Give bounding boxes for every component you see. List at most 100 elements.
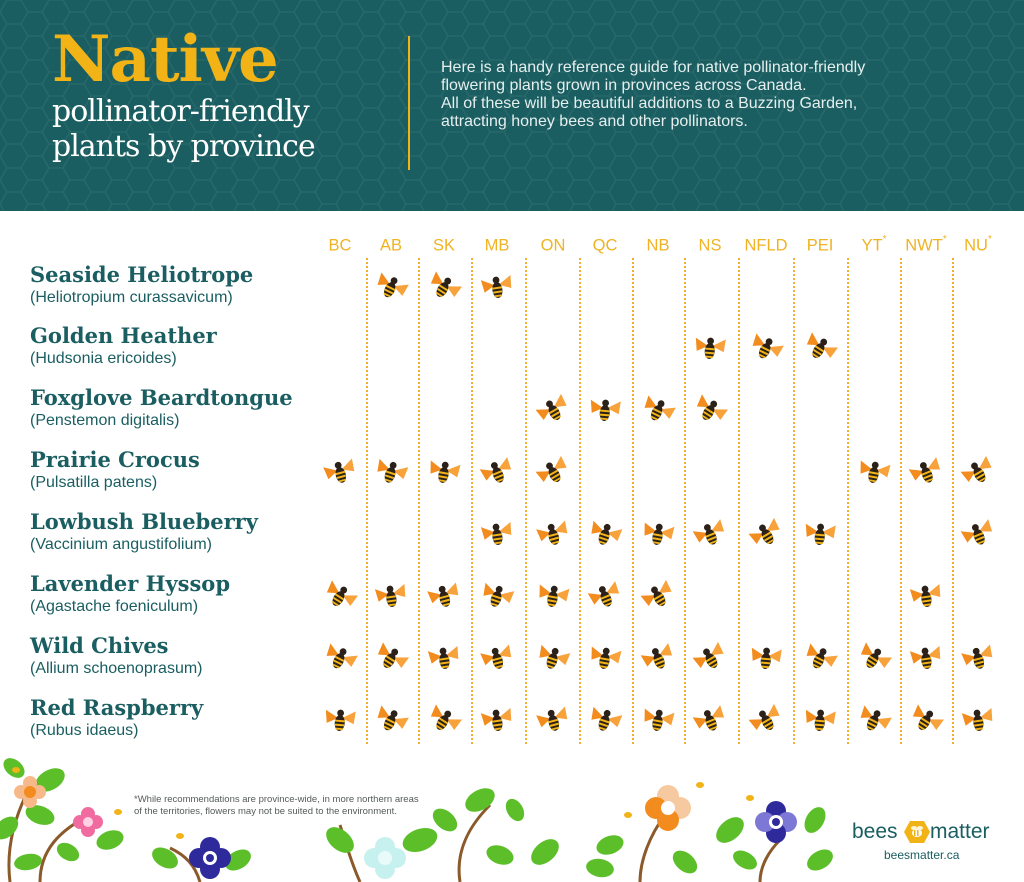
column-divider xyxy=(793,258,795,744)
honey-bee-icon xyxy=(591,520,623,545)
column-divider xyxy=(418,258,420,744)
honey-bee-icon xyxy=(748,703,780,731)
garden-decoration xyxy=(0,758,833,882)
honey-bee-icon xyxy=(806,643,838,669)
footnote: *While recommendations are province-wide… xyxy=(134,794,464,818)
honey-bee-icon xyxy=(535,393,567,421)
honey-bee-icon xyxy=(430,460,461,483)
honey-bee-icon xyxy=(960,455,992,483)
title-subtitle-line: pollinator-friendly xyxy=(52,94,310,129)
footnote-line: *While recommendations are province-wide… xyxy=(134,794,419,805)
plant-latin-name: (Heliotropium curassavicum) xyxy=(30,289,233,306)
intro-line: attracting honey bees and other pollinat… xyxy=(441,113,748,130)
province-code: BC xyxy=(328,236,352,255)
province-code: NS xyxy=(698,236,722,255)
honey-bee-icon xyxy=(590,399,621,421)
honey-bee-icon xyxy=(591,646,622,669)
header-banner: Native pollinator-friendly plants by pro… xyxy=(0,0,1024,211)
honey-bee-icon xyxy=(909,584,941,607)
plant-latin-name: (Pulsatilla patens) xyxy=(30,474,158,491)
honey-bee-icon xyxy=(430,271,463,298)
honey-bee-icon xyxy=(480,644,512,669)
column-header-nb: NB xyxy=(632,232,684,256)
honey-bee-icon xyxy=(377,705,409,731)
plant-name: Wild Chives xyxy=(30,633,169,658)
honey-bee-icon xyxy=(483,582,515,607)
honey-bee-icon xyxy=(692,641,724,669)
column-divider xyxy=(684,258,686,744)
honey-bee-icon xyxy=(430,704,463,731)
honey-bee-icon xyxy=(860,705,892,731)
logo-word-matter: matter xyxy=(930,820,990,843)
honey-bee-icon xyxy=(326,580,359,607)
honey-bee-icon xyxy=(374,584,406,607)
honey-bee-icon xyxy=(377,272,409,298)
plant-latin-name: (Agastache foeniculum) xyxy=(30,598,199,615)
column-divider xyxy=(738,258,740,744)
plant-name: Lowbush Blueberry xyxy=(30,509,258,534)
province-code: AB xyxy=(379,236,402,255)
honey-bee-icon xyxy=(748,517,780,545)
plant-name: Golden Heather xyxy=(30,323,217,348)
honey-bee-icon xyxy=(961,644,993,669)
column-header-yt: YT* xyxy=(848,232,900,256)
column-header-bc: BC xyxy=(314,232,366,256)
honey-bee-icon xyxy=(535,455,567,483)
column-divider xyxy=(525,258,527,744)
province-code: PEI xyxy=(806,236,834,255)
plant-name: Lavender Hyssop xyxy=(30,571,231,596)
title-subtitle: pollinator-friendly plants by province xyxy=(52,94,392,164)
honey-bee-icon xyxy=(960,519,993,545)
logo-url: beesmatter.ca xyxy=(884,848,960,862)
honey-bee-icon xyxy=(377,458,409,483)
honey-bee-icon xyxy=(427,582,459,607)
plant-name: Red Raspberry xyxy=(30,695,204,720)
column-divider xyxy=(366,258,368,744)
honey-bee-icon xyxy=(860,460,891,483)
honey-bee-icon xyxy=(908,457,941,483)
plant-name: Seaside Heliotrope xyxy=(30,262,254,287)
honey-bee-icon xyxy=(323,458,355,483)
column-divider xyxy=(471,258,473,744)
honey-bee-icon xyxy=(325,709,356,731)
honey-bee-icon xyxy=(640,643,673,669)
column-divider xyxy=(900,258,902,744)
leaf-icon xyxy=(0,758,833,882)
column-header-nfld: NFLD xyxy=(740,232,792,256)
small-bee-icon xyxy=(12,767,754,839)
honey-bee-icon xyxy=(644,708,675,731)
province-code: NB xyxy=(646,236,670,255)
honey-bee-icon xyxy=(805,709,836,731)
column-header-mb: MB xyxy=(471,232,523,256)
logo-word-bees: bees xyxy=(852,820,898,843)
column-header-ab: AB xyxy=(365,232,417,256)
honey-bee-icon xyxy=(591,706,623,731)
intro-text: Here is a handy reference guide for nati… xyxy=(441,59,1001,131)
column-header-ns: NS xyxy=(684,232,736,256)
honey-bee-icon xyxy=(961,708,993,731)
honey-bee-icon xyxy=(644,522,675,545)
honey-bee-icon xyxy=(909,646,941,669)
honey-bee-icon xyxy=(539,644,571,669)
footnote-line: of the territories, flowers may not be s… xyxy=(134,806,397,817)
column-divider xyxy=(847,258,849,744)
column-divider xyxy=(632,258,634,744)
province-code: ON xyxy=(540,236,566,255)
province-code: NWT xyxy=(905,236,943,255)
honey-bee-icon xyxy=(539,584,570,607)
footnote-asterisk: * xyxy=(882,234,887,245)
honey-bee-icon xyxy=(587,581,620,607)
honeycomb-pattern-icon xyxy=(0,0,1024,211)
column-divider xyxy=(579,258,581,744)
intro-line: flowering plants grown in provinces acro… xyxy=(441,77,807,94)
footnote-asterisk: * xyxy=(942,234,947,245)
honey-bee-icon xyxy=(805,523,836,545)
honey-bee-icon xyxy=(695,337,726,359)
column-divider xyxy=(952,258,954,744)
footnote-asterisk: * xyxy=(987,234,992,245)
province-code: QC xyxy=(592,236,618,255)
honey-bee-icon xyxy=(692,705,725,731)
plant-latin-name: (Allium schoenoprasum) xyxy=(30,660,203,677)
province-code: MB xyxy=(484,236,510,255)
hexagon-bee-icon xyxy=(904,821,930,843)
